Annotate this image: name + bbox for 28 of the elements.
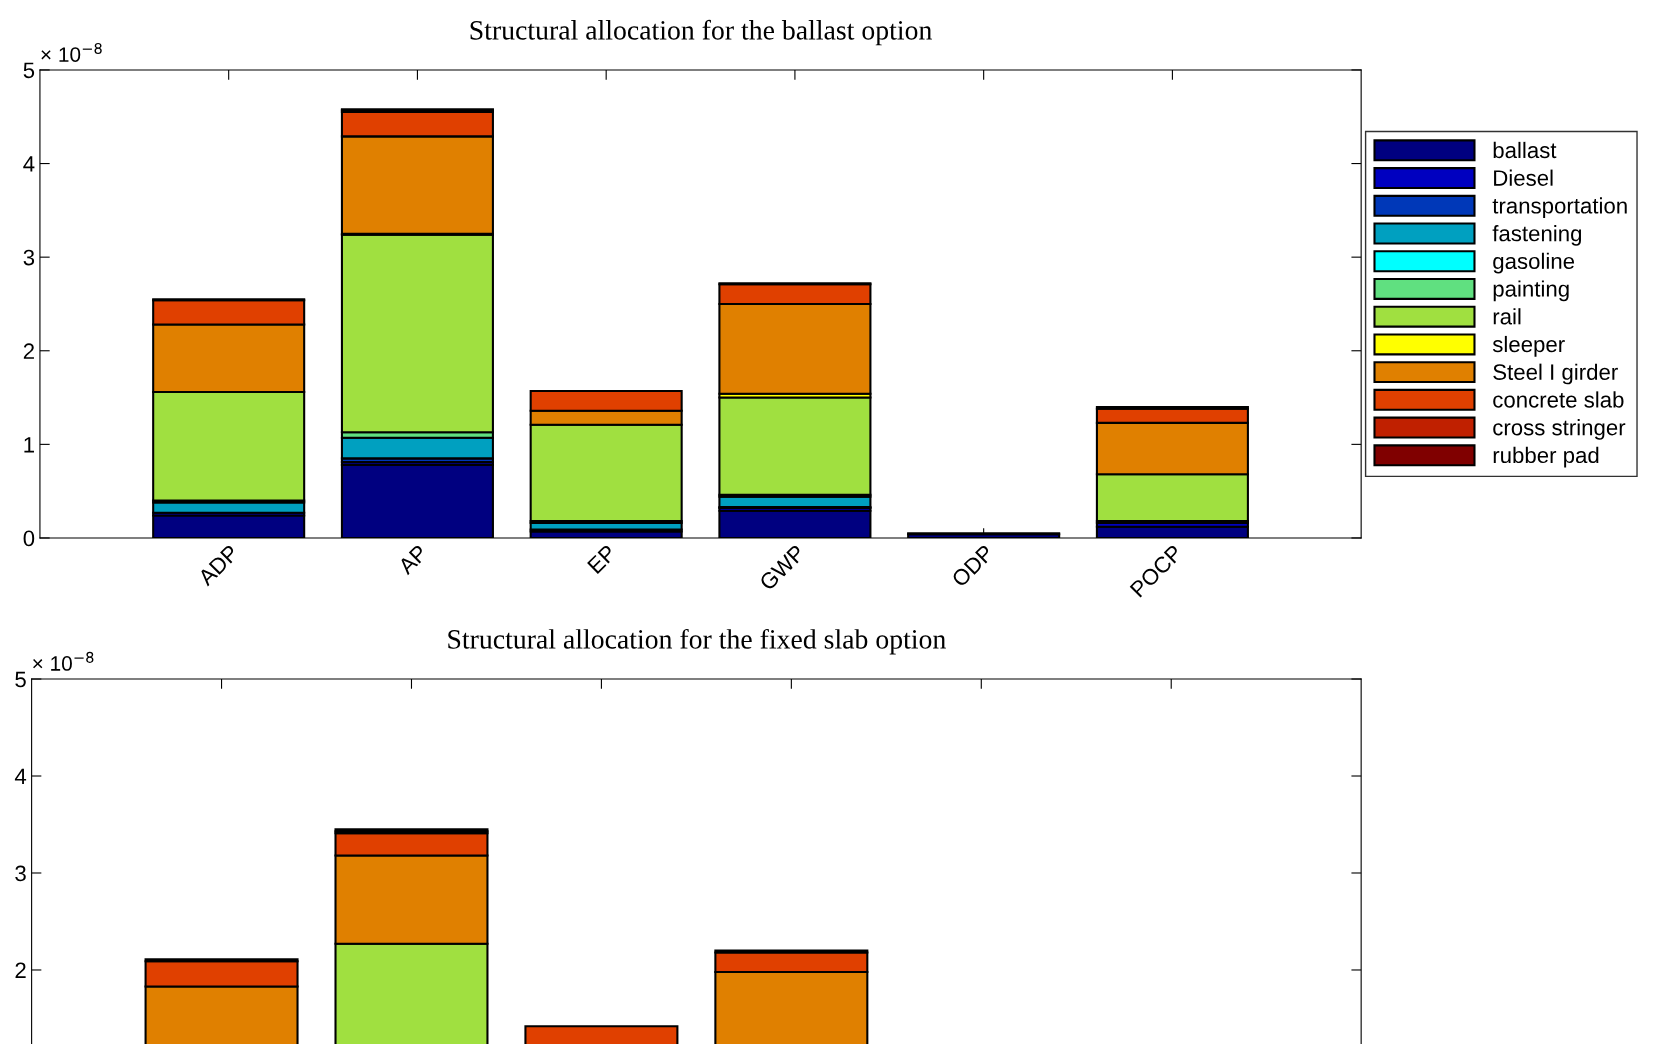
y-tick-label: 4	[23, 156, 35, 172]
y-tick-label: 5	[15, 671, 26, 688]
chart-title: Structural allocation for the fixed slab option	[448, 628, 946, 655]
y-tick-label: 3	[15, 865, 26, 882]
text: × 10$^{−8}$	[41, 42, 102, 62]
chart-title: Structural allocation for the ballast option	[470, 19, 932, 46]
legend-label: rubber pad	[1493, 446, 1599, 468]
legend-label: ballast	[1493, 141, 1557, 159]
legend-label: Diesel	[1494, 169, 1553, 186]
legend-label: cross stringer	[1493, 419, 1626, 440]
y-tick-label: 0	[23, 530, 35, 547]
x-tick-label: EP	[587, 544, 617, 574]
y-tick-label: 3	[23, 249, 35, 266]
legend-label: painting	[1493, 280, 1569, 302]
y-tick-label: 5	[23, 62, 35, 79]
legend-label: rail	[1493, 308, 1521, 325]
legend-label: fastening	[1492, 225, 1582, 246]
y-tick-label: 4	[14, 768, 27, 785]
legend-label: gasoline	[1493, 252, 1575, 274]
legend-label: concrete slab	[1493, 391, 1624, 408]
y-tick-label: 2	[15, 962, 26, 979]
legend-label: Steel I girder	[1493, 363, 1618, 385]
text: × 10$^{−8}$	[33, 651, 94, 671]
legend-label: transportation	[1492, 197, 1627, 219]
x-tick-label: AP	[397, 544, 428, 576]
legend-label: sleeper	[1492, 335, 1565, 357]
y-tick-label: 1	[24, 437, 34, 453]
y-tick-label: 2	[23, 343, 34, 359]
